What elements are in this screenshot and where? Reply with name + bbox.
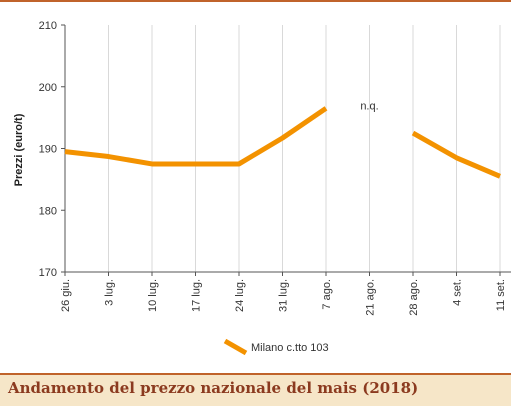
top-rule bbox=[0, 0, 511, 2]
y-tick-label: 200 bbox=[39, 82, 57, 94]
x-tick-label: 24 lug. bbox=[234, 279, 246, 312]
x-tick-label: 4 set. bbox=[452, 279, 464, 306]
x-tick-label: 11 set. bbox=[495, 279, 507, 311]
x-tick-label: 10 lug. bbox=[147, 279, 159, 312]
annotation-nq: n.q. bbox=[360, 100, 378, 112]
y-tick-label: 190 bbox=[39, 144, 57, 156]
legend-swatch bbox=[223, 338, 248, 356]
tick-labels: 170 180 190 200 210 26 giu. 3 lug. 10 lug. 17 lu… bbox=[39, 20, 507, 316]
x-tick-label: 21 ago. bbox=[365, 279, 377, 316]
y-tick-label: 180 bbox=[39, 205, 57, 217]
legend-label: Milano c.tto 103 bbox=[251, 342, 329, 354]
x-tick-label: 31 lug. bbox=[278, 279, 290, 312]
legend: Milano c.tto 103 bbox=[223, 338, 329, 356]
series-line-segment bbox=[411, 130, 501, 179]
y-axis-title: Prezzi (euro/t) bbox=[13, 113, 25, 186]
chart-caption: Andamento del prezzo nazionale del mais … bbox=[8, 379, 419, 397]
axes bbox=[61, 24, 511, 276]
series-line-segment bbox=[64, 106, 328, 167]
series-lines bbox=[64, 106, 501, 179]
x-tick-label: 3 lug. bbox=[104, 279, 116, 306]
y-tick-label: 170 bbox=[39, 267, 57, 279]
x-tick-label: 7 ago. bbox=[321, 279, 333, 310]
x-tick-label: 28 ago. bbox=[408, 279, 420, 316]
x-tick-label: 17 lug. bbox=[191, 279, 203, 312]
x-tick-label: 26 giu. bbox=[60, 279, 72, 312]
grid-lines bbox=[64, 25, 501, 272]
y-tick-label: 210 bbox=[39, 20, 57, 32]
chart-caption-bar: Andamento del prezzo nazionale del mais … bbox=[0, 373, 511, 406]
price-line-chart: 170 180 190 200 210 26 giu. 3 lug. 10 lug. 17 lu… bbox=[13, 20, 511, 356]
